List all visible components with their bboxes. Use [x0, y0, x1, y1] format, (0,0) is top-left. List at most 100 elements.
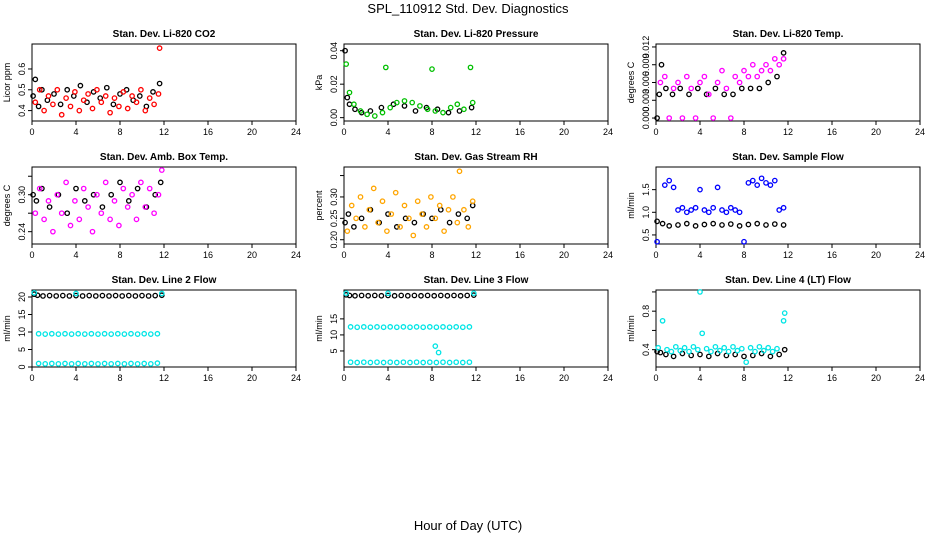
data-point [133, 99, 140, 106]
data-point [672, 343, 679, 350]
plot-frame [343, 43, 609, 122]
data-point [754, 182, 761, 188]
data-point [358, 215, 365, 222]
data-point [94, 191, 100, 198]
data-point [457, 292, 464, 299]
data-point [106, 293, 112, 299]
y-tick-label: 0.000 [641, 107, 651, 130]
data-point [346, 89, 353, 96]
data-point [780, 55, 787, 62]
data-point [121, 331, 128, 337]
x-tick-label: 8 [741, 373, 746, 383]
data-point [66, 293, 73, 299]
data-point [111, 95, 118, 101]
data-point [661, 182, 668, 188]
data-point [771, 177, 778, 184]
data-point [343, 290, 350, 297]
data-point [133, 216, 140, 223]
data-point [357, 108, 364, 114]
data-point [780, 204, 787, 211]
y-tick-label: 0.4 [17, 104, 27, 117]
x-tick-label: 12 [783, 373, 793, 383]
x-tick-label: 20 [247, 127, 257, 137]
data-point [401, 202, 408, 209]
data-point [424, 292, 431, 299]
data-point [125, 292, 132, 299]
data-point [352, 292, 358, 299]
y-tick-label: 0.5 [641, 229, 651, 242]
data-point [664, 346, 670, 353]
data-point [732, 73, 739, 80]
data-point [41, 107, 47, 114]
data-point [50, 228, 56, 235]
x-tick-label: 4 [697, 373, 702, 383]
data-point [379, 109, 386, 116]
data-point [364, 111, 370, 118]
data-point [469, 198, 476, 205]
data-point [129, 93, 135, 99]
data-point [721, 344, 728, 351]
x-tick-label: 0 [653, 127, 658, 137]
data-point [741, 238, 747, 245]
data-point [128, 330, 134, 337]
data-point [692, 223, 699, 229]
data-point [465, 224, 472, 230]
data-point [732, 207, 739, 213]
data-point [95, 331, 101, 337]
data-point [344, 94, 351, 101]
data-point [719, 222, 725, 228]
data-point [446, 324, 453, 331]
y-tick-label: 1.0 [641, 206, 651, 219]
y-tick-label: 0.02 [329, 75, 339, 93]
chart-panel: Stan. Dev. Gas Stream RH 0 4 8 12 16 20 24 0.20 0… [314, 152, 613, 260]
y-axis-label: ml/min [626, 315, 636, 342]
data-point [102, 179, 109, 186]
x-tick-label: 12 [471, 127, 481, 137]
data-point [95, 360, 101, 367]
data-point [35, 360, 42, 367]
x-tick-label: 16 [203, 373, 213, 383]
data-point [375, 219, 381, 226]
data-point [669, 91, 676, 98]
data-point [461, 206, 467, 213]
data-point [400, 324, 407, 330]
data-point [654, 218, 660, 225]
data-point [88, 360, 95, 367]
data-point [39, 185, 45, 192]
data-point [406, 215, 412, 222]
panel-title: Stan. Dev. Line 2 Flow [112, 275, 217, 286]
data-point [734, 347, 741, 354]
data-point [33, 198, 40, 204]
data-point [136, 93, 143, 99]
data-point [119, 293, 126, 299]
data-point [107, 109, 113, 116]
data-point [138, 86, 144, 93]
panel-title: Stan. Dev. Line 3 Flow [424, 275, 529, 286]
data-point [31, 289, 38, 296]
y-axis-label: ml/min [2, 315, 12, 342]
data-point [444, 292, 451, 299]
data-point [413, 359, 420, 366]
data-point [767, 182, 774, 188]
data-point [716, 347, 723, 354]
data-point [745, 73, 752, 80]
y-tick-label: 0.00 [329, 109, 339, 127]
data-point [374, 324, 380, 330]
chart-panel: Stan. Dev. Line 2 Flow 0 4 8 12 16 20 24 0 5 10 15 2… [2, 275, 301, 383]
data-point [705, 91, 712, 98]
data-point [723, 209, 730, 216]
data-point [774, 73, 780, 80]
data-point [352, 106, 358, 113]
y-axis-label: ml/min [314, 315, 324, 342]
data-point [145, 293, 152, 299]
x-tick-label: 8 [741, 127, 746, 137]
data-point [763, 180, 769, 186]
data-point [35, 103, 42, 110]
y-axis-label: degrees C [2, 184, 12, 226]
data-point [470, 292, 477, 298]
data-point [346, 101, 353, 108]
data-point [710, 115, 717, 121]
data-point [117, 179, 123, 186]
y-tick-label: 0.4 [641, 343, 651, 356]
data-point [53, 293, 60, 299]
